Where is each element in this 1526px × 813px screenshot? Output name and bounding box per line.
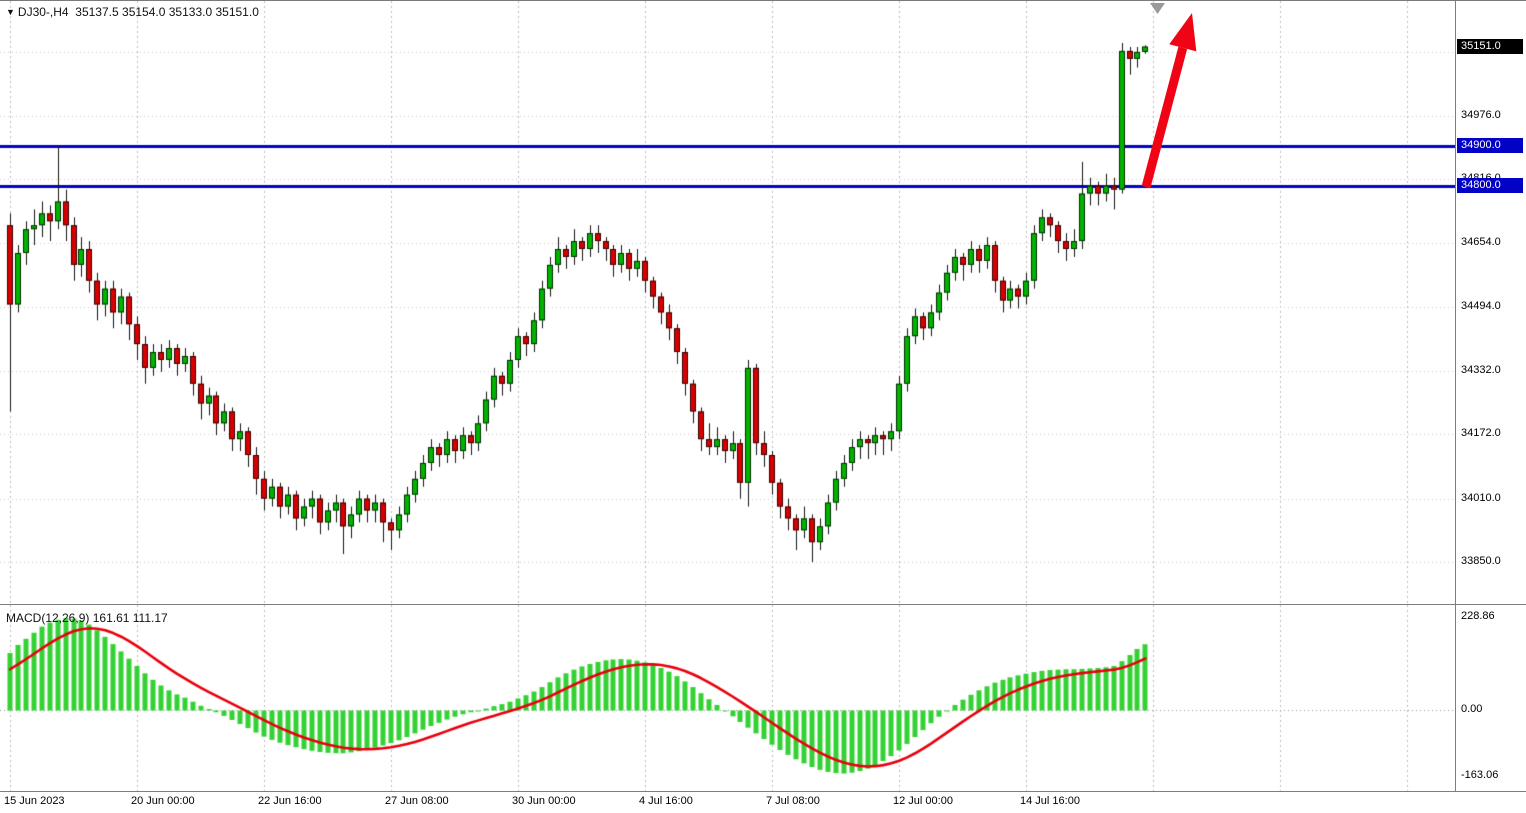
current-price-tag: 35151.0 [1457,39,1523,54]
symbol-period-label: DJ30-,H4 [17,5,69,19]
time-axis-label: 12 Jul 00:00 [893,795,953,807]
price-grid-label: 33850.0 [1461,555,1501,567]
price-grid-label: 34494.0 [1461,300,1501,312]
macd-grid-label: -163.06 [1461,769,1499,781]
time-axis[interactable]: 15 Jun 2023 20 Jun 00:00 22 Jun 16:00 27 Ju… [0,792,1526,813]
price-grid-label: 34332.0 [1461,364,1501,376]
high-value: 35154.0 [122,5,166,19]
price-grid-label: 34010.0 [1461,492,1501,504]
macd-timeaxis-separator[interactable] [0,791,1526,792]
close-value: 35151.0 [215,5,259,19]
time-axis-label: 27 Jun 08:00 [385,795,449,807]
price-grid-label: 34976.0 [1461,109,1501,121]
low-value: 35133.0 [168,5,213,19]
time-axis-label: 14 Jul 16:00 [1020,795,1080,807]
price-chart-panel[interactable]: ▼ DJ30-,H4 35137.5 35154.0 35133.0 35151.… [0,1,1455,604]
symbol-ohlc-readout: ▼ DJ30-,H4 35137.5 35154.0 35133.0 35151.… [6,5,259,19]
chart-macd-separator[interactable] [0,604,1526,605]
symbol-collapse-icon[interactable]: ▼ [6,7,15,17]
macd-grid-label: 228.86 [1461,610,1495,622]
candlestick-chart-canvas[interactable] [0,1,1455,604]
macd-grid-label: 0.00 [1461,703,1483,715]
macd-name: MACD(12,26,9) [6,611,90,625]
macd-indicator-panel[interactable]: MACD(12,26,9) 161.61 111.17 [0,605,1455,791]
time-axis-label: 30 Jun 00:00 [512,795,576,807]
macd-indicator-label: MACD(12,26,9) 161.61 111.17 [6,611,168,625]
open-value: 35137.5 [75,5,119,19]
macd-signal-value: 111.17 [132,611,168,625]
time-axis-label: 7 Jul 08:00 [766,795,820,807]
price-grid-label: 34172.0 [1461,427,1501,439]
hline-price-tag: 34800.0 [1457,178,1523,193]
price-grid-label: 34654.0 [1461,236,1501,248]
time-axis-label: 22 Jun 16:00 [258,795,322,807]
macd-chart-canvas[interactable] [0,605,1455,791]
time-axis-label: 20 Jun 00:00 [131,795,195,807]
time-axis-label: 4 Jul 16:00 [639,795,693,807]
price-axis[interactable]: 35138.034976.034816.034654.034494.034332… [1455,1,1526,791]
time-axis-label: 15 Jun 2023 [4,795,65,807]
hline-price-tag: 34900.0 [1457,138,1523,153]
macd-main-value: 161.61 [92,611,130,625]
